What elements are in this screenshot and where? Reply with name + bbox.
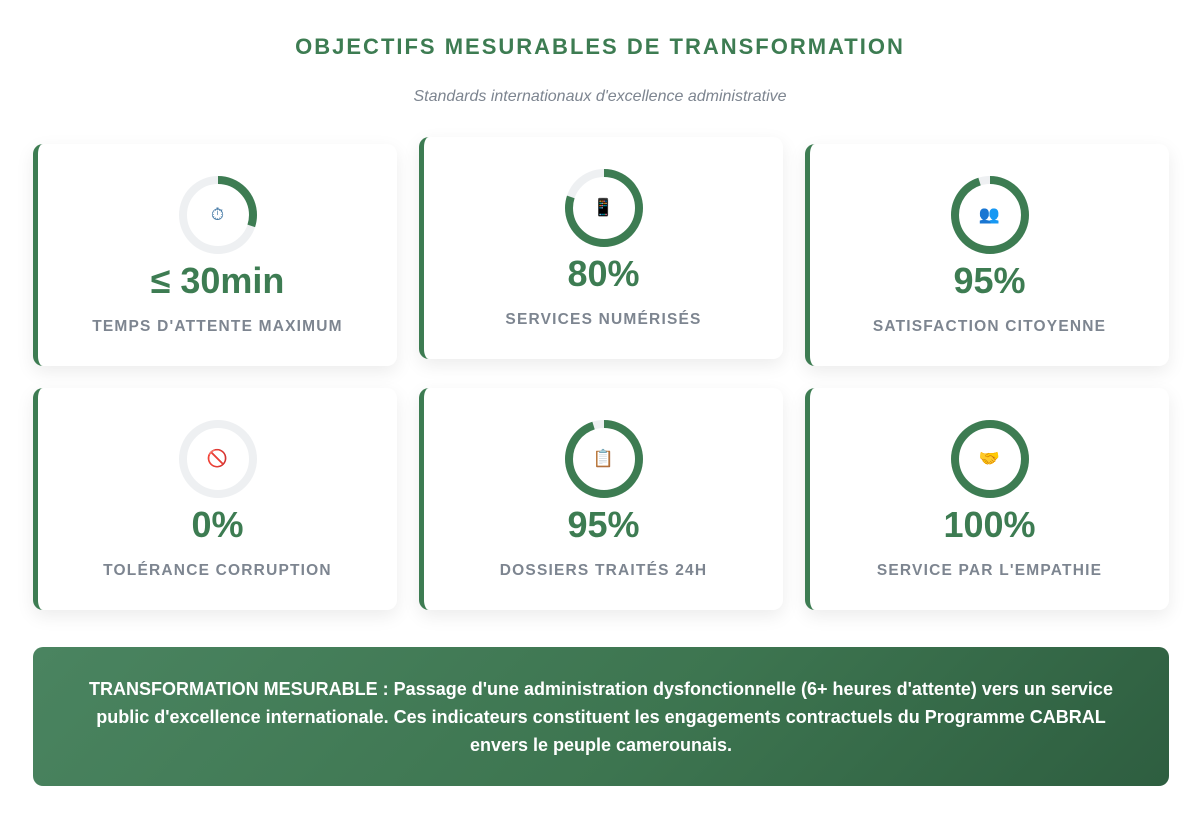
metric-card-digital-services: 📱 80% SERVICES NUMÉRISÉS bbox=[419, 137, 783, 359]
clipboard-icon: 📋 bbox=[592, 449, 615, 469]
metric-label: SERVICES NUMÉRISÉS bbox=[505, 311, 702, 328]
mobile-phone-icon: 📱 bbox=[592, 198, 615, 218]
metric-label: SERVICE PAR L'EMPATHIE bbox=[876, 562, 1103, 579]
metric-value: ≤ 30min bbox=[150, 260, 285, 301]
metric-value: 95% bbox=[567, 504, 640, 545]
metric-value: 100% bbox=[943, 504, 1036, 545]
metric-value: 95% bbox=[953, 260, 1026, 301]
progress-ring: ⏱ bbox=[177, 174, 259, 256]
metric-label: DOSSIERS TRAITÉS 24H bbox=[499, 562, 708, 579]
page-title: OBJECTIFS MESURABLES DE TRANSFORMATION bbox=[295, 34, 905, 59]
metric-card-corruption-tolerance: 🚫 0% TOLÉRANCE CORRUPTION bbox=[33, 388, 397, 610]
metric-card-citizen-satisfaction: 👥 95% SATISFACTION CITOYENNE bbox=[805, 144, 1169, 366]
people-icon: 👥 bbox=[978, 205, 1001, 225]
transformation-banner: TRANSFORMATION MESURABLE : Passage d'une… bbox=[33, 647, 1169, 786]
metric-value: 80% bbox=[567, 253, 640, 294]
banner-text: TRANSFORMATION MESURABLE : Passage d'une… bbox=[89, 678, 1113, 755]
metric-label: SATISFACTION CITOYENNE bbox=[872, 318, 1107, 335]
metric-card-empathy-service: 🤝 100% SERVICE PAR L'EMPATHIE bbox=[805, 388, 1169, 610]
progress-ring: 🤝 bbox=[949, 418, 1031, 500]
metric-card-wait-time: ⏱ ≤ 30min TEMPS D'ATTENTE MAXIMUM bbox=[33, 144, 397, 366]
progress-ring: 🚫 bbox=[177, 418, 259, 500]
metric-label: TOLÉRANCE CORRUPTION bbox=[103, 562, 332, 579]
progress-ring: 📱 bbox=[563, 167, 645, 249]
metric-value: 0% bbox=[191, 504, 244, 545]
metric-label: TEMPS D'ATTENTE MAXIMUM bbox=[92, 318, 343, 335]
progress-ring: 📋 bbox=[563, 418, 645, 500]
metric-card-files-processed: 📋 95% DOSSIERS TRAITÉS 24H bbox=[419, 388, 783, 610]
progress-ring: 👥 bbox=[949, 174, 1031, 256]
stopwatch-icon: ⏱ bbox=[210, 205, 225, 225]
prohibited-icon: 🚫 bbox=[206, 449, 229, 469]
handshake-icon: 🤝 bbox=[978, 449, 1001, 469]
page-subtitle: Standards internationaux d'excellence ad… bbox=[413, 88, 787, 105]
